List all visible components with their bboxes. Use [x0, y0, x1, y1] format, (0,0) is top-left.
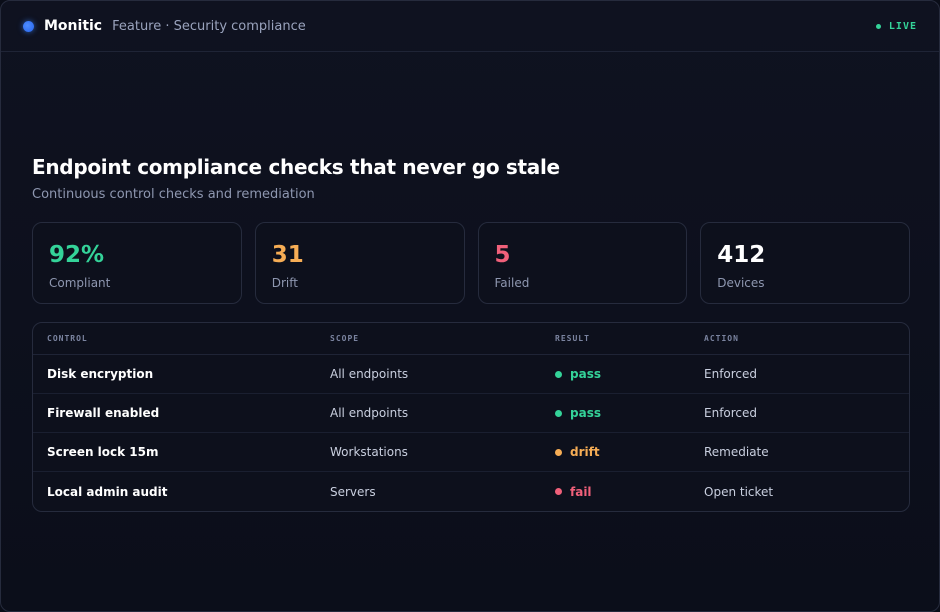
- action-cell[interactable]: Enforced: [704, 367, 758, 381]
- scope-cell: All endpoints: [330, 406, 409, 420]
- stat-label: Compliant: [49, 276, 111, 290]
- breadcrumb: Feature · Security compliance: [112, 18, 306, 34]
- stat-label: Drift: [271, 276, 298, 290]
- action-cell[interactable]: Enforced: [704, 406, 758, 420]
- stat-value: 412: [717, 242, 766, 268]
- control-name: Screen lock 15m: [47, 445, 159, 459]
- table-row[interactable]: Screen lock 15m Workstations drift Remed…: [33, 433, 909, 472]
- table-row[interactable]: Firewall enabled All endpoints pass Enfo…: [33, 394, 909, 433]
- action-cell[interactable]: Open ticket: [704, 484, 774, 499]
- control-name: Local admin audit: [47, 484, 168, 499]
- result-badge: pass: [555, 406, 704, 420]
- scope-cell: Workstations: [330, 445, 408, 459]
- result-label: drift: [570, 445, 600, 459]
- column-header-action: ACTION: [704, 334, 739, 343]
- stat-label: Devices: [717, 276, 765, 290]
- table-row[interactable]: Local admin audit Servers fail Open tick…: [33, 472, 909, 511]
- result-label: pass: [570, 367, 601, 381]
- scope-cell: Servers: [330, 484, 376, 499]
- status-dot-icon: [555, 409, 562, 417]
- live-indicator-icon: [875, 23, 881, 29]
- result-label: fail: [570, 484, 592, 499]
- compliance-table: CONTROL SCOPE RESULT ACTION Disk encrypt…: [32, 322, 910, 512]
- stat-card-drift: 31 Drift: [254, 222, 465, 304]
- table-header: CONTROL SCOPE RESULT ACTION: [33, 323, 909, 355]
- result-badge: drift: [555, 445, 704, 459]
- scope-cell: All endpoints: [330, 367, 409, 381]
- result-label: pass: [570, 406, 601, 420]
- status-dot-icon: [555, 448, 562, 456]
- top-bar: Monitic Feature · Security compliance LI…: [1, 1, 939, 52]
- page-title: Endpoint compliance checks that never go…: [32, 155, 560, 179]
- page-subtitle: Continuous control checks and remediatio…: [32, 187, 315, 202]
- live-label: LIVE: [888, 20, 917, 32]
- stat-card-compliant: 92% Compliant: [32, 222, 242, 304]
- control-name: Disk encryption: [47, 367, 154, 381]
- stat-value: 5: [494, 242, 511, 268]
- stat-card-failed: 5 Failed: [477, 222, 688, 304]
- stat-card-devices: 412 Devices: [700, 222, 910, 304]
- column-header-scope: SCOPE: [330, 334, 360, 343]
- stat-label: Failed: [494, 276, 530, 290]
- status-dot-icon: [555, 370, 562, 378]
- table-row[interactable]: Disk encryption All endpoints pass Enfor…: [33, 355, 909, 394]
- column-header-control: CONTROL: [47, 334, 88, 343]
- column-header-result: RESULT: [555, 334, 590, 343]
- result-badge: pass: [555, 367, 704, 381]
- stat-value: 31: [271, 242, 304, 268]
- action-cell[interactable]: Remediate: [704, 445, 769, 459]
- stat-value: 92%: [49, 242, 105, 268]
- brand-name[interactable]: Monitic: [44, 18, 103, 34]
- live-status-badge: LIVE: [875, 20, 917, 32]
- control-name: Firewall enabled: [47, 406, 160, 420]
- brand-logo-icon: [23, 20, 34, 32]
- result-badge: fail: [555, 485, 704, 499]
- stats-row: 92% Compliant 31 Drift 5 Failed 412 Devi…: [32, 222, 910, 304]
- status-dot-icon: [555, 488, 562, 495]
